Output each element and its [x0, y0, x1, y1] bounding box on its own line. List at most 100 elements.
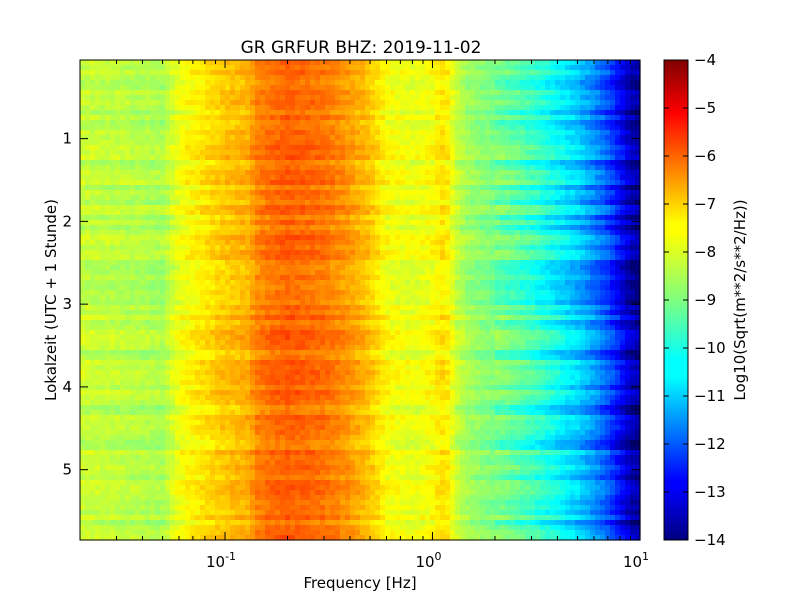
heatmap-cell — [220, 75, 226, 81]
heatmap-cell — [245, 80, 251, 86]
heatmap-cell — [410, 245, 416, 251]
heatmap-cell — [435, 205, 441, 211]
heatmap-cell — [170, 90, 176, 96]
heatmap-cell — [200, 195, 206, 201]
heatmap-cell — [240, 60, 246, 66]
heatmap-cell — [250, 70, 256, 76]
heatmap-cell — [250, 140, 256, 146]
heatmap-cell — [275, 125, 281, 131]
heatmap-cell — [460, 145, 466, 151]
heatmap-cell — [220, 60, 226, 66]
heatmap-cell — [345, 145, 351, 151]
heatmap-cell — [450, 235, 456, 241]
heatmap-cell — [190, 135, 196, 141]
heatmap-cell — [270, 65, 276, 71]
heatmap-cell — [590, 140, 596, 146]
heatmap-cell — [385, 110, 391, 116]
heatmap-cell — [155, 160, 161, 166]
heatmap-cell — [180, 250, 186, 256]
heatmap-cell — [600, 100, 606, 106]
heatmap-cell — [575, 250, 581, 256]
heatmap-cell — [130, 170, 136, 176]
heatmap-cell — [135, 260, 141, 266]
heatmap-cell — [520, 95, 526, 101]
heatmap-cell — [530, 225, 536, 231]
heatmap-cell — [510, 220, 516, 226]
heatmap-cell — [475, 235, 481, 241]
heatmap-cell — [535, 240, 541, 246]
heatmap-cell — [495, 165, 501, 171]
heatmap-cell — [140, 70, 146, 76]
heatmap-cell — [210, 265, 216, 271]
heatmap-cell — [400, 220, 406, 226]
heatmap-cell — [440, 65, 446, 71]
heatmap-cell — [340, 245, 346, 251]
heatmap-cell — [135, 275, 141, 281]
heatmap-cell — [535, 70, 541, 76]
heatmap-cell — [530, 210, 536, 216]
heatmap-cell — [540, 255, 546, 261]
heatmap-cell — [175, 145, 181, 151]
heatmap-cell — [615, 105, 621, 111]
heatmap-cell — [230, 205, 236, 211]
heatmap-cell — [215, 130, 221, 136]
heatmap-cell — [145, 175, 151, 181]
heatmap-cell — [290, 110, 296, 116]
heatmap-cell — [285, 150, 291, 156]
heatmap-cell — [400, 150, 406, 156]
heatmap-cell — [150, 145, 156, 151]
heatmap-cell — [105, 65, 111, 71]
heatmap-cell — [215, 155, 221, 161]
heatmap-cell — [355, 180, 361, 186]
heatmap-cell — [85, 270, 91, 276]
heatmap-cell — [185, 95, 191, 101]
heatmap-cell — [430, 145, 436, 151]
heatmap-cell — [540, 115, 546, 121]
heatmap-cell — [85, 235, 91, 241]
heatmap-cell — [600, 120, 606, 126]
heatmap-cell — [445, 190, 451, 196]
heatmap-cell — [320, 130, 326, 136]
heatmap-cell — [375, 280, 381, 286]
heatmap-cell — [275, 130, 281, 136]
heatmap-cell — [265, 255, 271, 261]
heatmap-cell — [135, 170, 141, 176]
heatmap-cell — [105, 135, 111, 141]
heatmap-cell — [420, 155, 426, 161]
heatmap-cell — [185, 255, 191, 261]
heatmap-cell — [275, 215, 281, 221]
heatmap-cell — [245, 280, 251, 286]
heatmap-cell — [605, 160, 611, 166]
heatmap-cell — [440, 180, 446, 186]
heatmap-cell — [520, 165, 526, 171]
heatmap-cell — [500, 150, 506, 156]
heatmap-cell — [220, 170, 226, 176]
heatmap-cell — [585, 245, 591, 251]
heatmap-cell — [625, 190, 631, 196]
heatmap-cell — [340, 180, 346, 186]
heatmap-cell — [370, 190, 376, 196]
heatmap-cell — [240, 255, 246, 261]
heatmap-cell — [495, 275, 501, 281]
heatmap-cell — [155, 135, 161, 141]
heatmap-cell — [305, 125, 311, 131]
heatmap-cell — [95, 275, 101, 281]
heatmap-cell — [430, 100, 436, 106]
heatmap-cell — [220, 90, 226, 96]
heatmap-cell — [95, 165, 101, 171]
heatmap-cell — [600, 135, 606, 141]
heatmap-cell — [585, 230, 591, 236]
heatmap-cell — [550, 205, 556, 211]
heatmap-cell — [490, 65, 496, 71]
heatmap-cell — [445, 215, 451, 221]
heatmap-cell — [85, 170, 91, 176]
heatmap-cell — [105, 80, 111, 86]
heatmap-cell — [405, 245, 411, 251]
heatmap-cell — [135, 180, 141, 186]
heatmap-cell — [620, 165, 626, 171]
heatmap-cell — [295, 275, 301, 281]
heatmap-cell — [530, 200, 536, 206]
heatmap-cell — [510, 125, 516, 131]
heatmap-cell — [435, 250, 441, 256]
heatmap-cell — [300, 215, 306, 221]
